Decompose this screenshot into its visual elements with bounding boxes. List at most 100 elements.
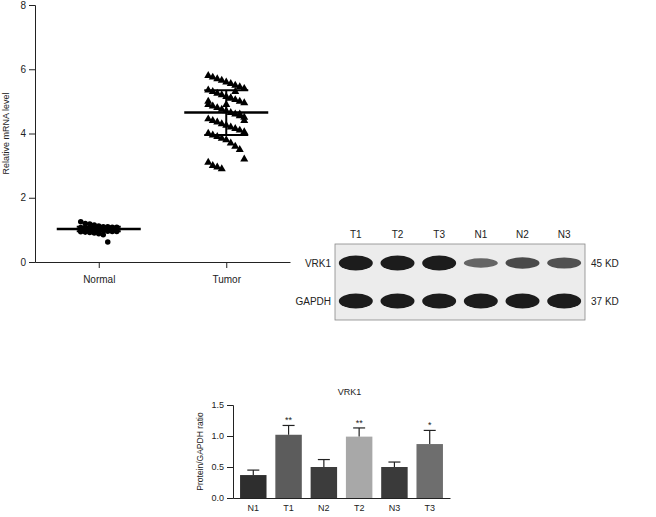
plot-area (240, 425, 443, 498)
band (547, 294, 581, 309)
error-bar (77, 227, 121, 231)
chart-title: VRK1 (338, 387, 362, 397)
tick-label: 0.0 (211, 493, 224, 503)
band (506, 294, 540, 309)
blot-bands (339, 256, 581, 309)
error-stem (253, 470, 254, 475)
lane-label: N3 (558, 229, 571, 240)
error-bar (204, 90, 248, 135)
tick: 6 (20, 64, 35, 75)
tick-mark (29, 5, 35, 6)
size-label: 45 KD (591, 258, 619, 269)
band (547, 258, 581, 269)
x-axis: N1T1N2T2N3T3 (234, 498, 451, 513)
tick: N2 (318, 498, 330, 513)
tick: 1.0 (211, 431, 233, 441)
tick: 0.5 (211, 462, 233, 472)
tick-mark (29, 262, 35, 263)
error-stem (323, 460, 324, 467)
tick: N3 (389, 498, 401, 513)
tick-mark (226, 262, 227, 268)
lane-label: N1 (474, 229, 487, 240)
point (227, 138, 235, 145)
band (464, 294, 498, 309)
tick: 0.0 (211, 493, 233, 503)
band (339, 294, 373, 309)
band (422, 294, 456, 309)
x-axis: Normal Tumor (36, 262, 291, 285)
tick-label: Tumor (212, 274, 241, 285)
tick: 2 (20, 192, 35, 203)
error-bar (424, 430, 436, 444)
error-stem (288, 425, 289, 434)
error-cap (318, 459, 330, 460)
tick-label: 0.5 (211, 462, 224, 472)
tick-label: 1.0 (211, 431, 224, 441)
error-cap (204, 89, 248, 91)
axis-line (36, 262, 291, 263)
error-cap (77, 230, 121, 232)
error-cap (247, 470, 259, 471)
point (231, 142, 239, 149)
axis-line (234, 498, 451, 499)
point (236, 145, 244, 152)
band (381, 294, 415, 309)
tick-label: N2 (318, 503, 330, 513)
tick: Normal (83, 262, 115, 285)
band (506, 257, 540, 269)
band (422, 256, 456, 271)
bar (275, 435, 301, 498)
point (240, 116, 248, 123)
tick-mark (99, 262, 100, 268)
tick: 8 (20, 0, 35, 11)
error-stem (394, 462, 395, 467)
axis-title: Relative mRNA level (1, 92, 11, 174)
tick-mark (29, 134, 35, 135)
significance-label: * (428, 420, 432, 430)
point (240, 98, 248, 105)
figure: 02468NormalTumorRelative mRNA levelT1T2T… (0, 0, 656, 517)
tick-label: 1.5 (211, 400, 224, 410)
lane-label: N2 (516, 229, 529, 240)
y-axis: 02468 (20, 0, 35, 268)
tick-mark (227, 436, 233, 437)
error-bar (318, 460, 330, 467)
plot-area (57, 71, 269, 245)
tick-label: N3 (389, 503, 401, 513)
lane-label: T2 (392, 229, 404, 240)
tick-label: N1 (248, 503, 260, 513)
error-bar (283, 425, 295, 434)
point (240, 127, 248, 134)
tick-mark (29, 69, 35, 70)
tick: T3 (424, 498, 435, 513)
tick: N1 (248, 498, 260, 513)
size-label: 37 KD (591, 296, 619, 307)
error-stem (225, 90, 227, 135)
mean-line (57, 228, 141, 231)
blot-frame (335, 244, 585, 320)
error-stem (359, 428, 360, 437)
tick: 4 (20, 128, 35, 139)
error-bar (388, 462, 400, 467)
tick-mark (227, 498, 233, 499)
significance-label: ** (285, 415, 293, 425)
bar (240, 475, 266, 498)
point (204, 158, 212, 165)
tick-label: 6 (20, 64, 26, 75)
point (204, 97, 212, 104)
lane-label: T1 (350, 229, 362, 240)
significance-label: ** (356, 418, 364, 428)
point (227, 94, 235, 101)
tick: Tumor (212, 262, 241, 285)
bar (311, 467, 337, 498)
tick-label: 2 (20, 192, 26, 203)
error-cap (77, 226, 121, 228)
tick-mark (227, 405, 233, 406)
axis-line (29, 6, 36, 263)
bar (381, 467, 407, 498)
point (100, 232, 106, 238)
row-label: GAPDH (295, 296, 331, 307)
point (105, 239, 111, 245)
y-axis: 0.0 0.5 1.0 1.5 (211, 400, 233, 503)
band (381, 256, 415, 271)
